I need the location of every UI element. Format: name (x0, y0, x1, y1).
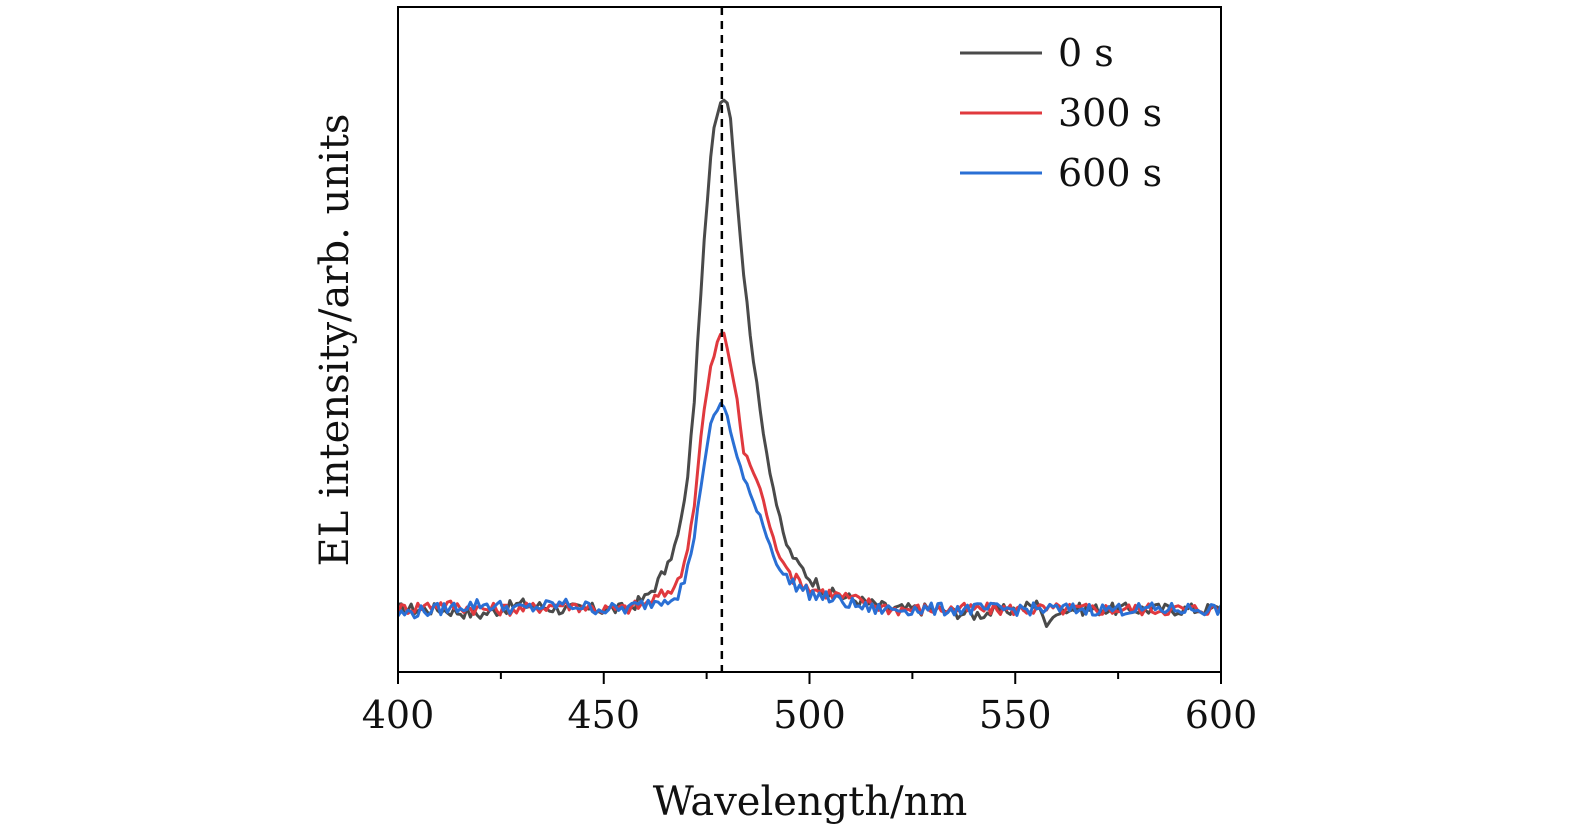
legend-label-300s: 300 s (1058, 91, 1162, 135)
axes: 400 450 500 550 600 (362, 6, 1258, 737)
x-tick-label: 400 (362, 693, 435, 737)
x-tick-label: 600 (1185, 693, 1258, 737)
x-tick-label: 450 (567, 693, 640, 737)
x-axis-title: Wavelength/nm (653, 779, 968, 825)
x-tick-label: 500 (773, 693, 846, 737)
legend-label-0s: 0 s (1058, 31, 1114, 75)
series-line-300s (398, 331, 1221, 617)
legend: 0 s 300 s 600 s (960, 31, 1162, 195)
series-line-600s (398, 401, 1221, 620)
legend-label-600s: 600 s (1058, 151, 1162, 195)
y-axis-title: EL intensity/arb. units (312, 114, 358, 567)
x-tick-label: 550 (979, 693, 1052, 737)
chart-marks (398, 98, 1221, 628)
